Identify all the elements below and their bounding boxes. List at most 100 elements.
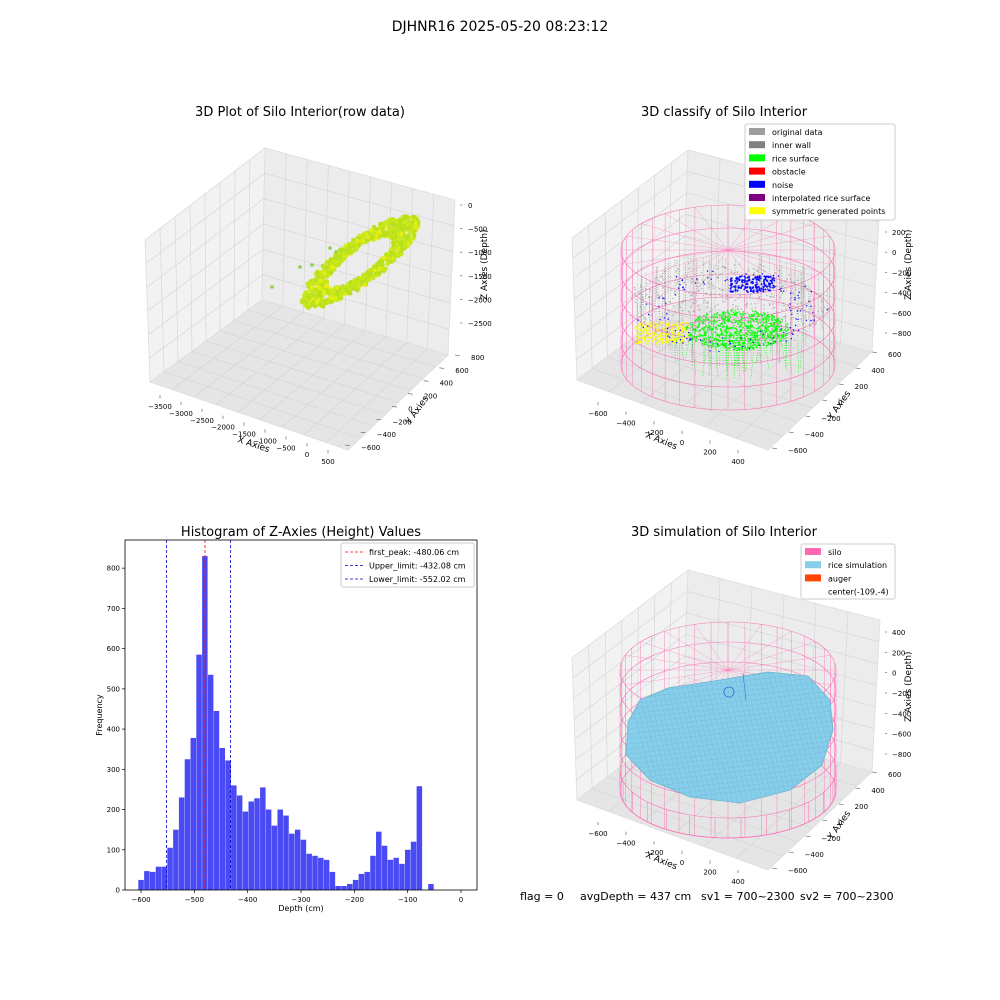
histogram-x-tick: −300	[291, 896, 310, 904]
histogram-bar	[173, 829, 179, 890]
panel-classify: 3D classify of Silo Interior −600 −400 −20…	[571, 105, 914, 466]
histogram-bar	[318, 857, 324, 890]
histogram-bar	[428, 883, 434, 890]
panel2-x-tick: −600	[588, 410, 607, 418]
histogram-x-tick: −400	[238, 896, 257, 904]
panel4-x-tick: 0	[680, 859, 684, 867]
histogram-x-label: Depth (cm)	[278, 904, 323, 913]
panel1-z-tick: 0	[468, 202, 472, 210]
histogram-y-tick: 800	[107, 565, 120, 573]
histogram-bar	[352, 879, 359, 890]
histogram-bar	[399, 863, 405, 890]
panel2-legend-label: inner wall	[772, 141, 811, 150]
panel2-y-tick: 400	[871, 367, 884, 375]
panel1-x-tick: −500	[276, 444, 295, 452]
panel4-silo-wireframe-front	[619, 770, 837, 839]
panel2-z-label: Z Axies (Depth)	[904, 229, 914, 300]
histogram-x-tick: −500	[185, 896, 204, 904]
panel1-x-tick: −3000	[169, 410, 193, 418]
histogram-bar	[155, 866, 162, 890]
panel2-classified-points	[629, 252, 830, 380]
panel2-x-tick: 200	[703, 448, 716, 456]
histogram-y-tick: 500	[107, 685, 120, 693]
panel1-title: 3D Plot of Silo Interior(row data)	[195, 105, 405, 120]
figure-suptitle: DJHNR16 2025-05-20 08:23:12	[392, 19, 609, 35]
panel2-x-tick: −200	[644, 429, 663, 437]
histogram-bar	[231, 785, 237, 890]
panel4-y-tick: 400	[871, 787, 884, 795]
histogram-bar	[242, 811, 249, 890]
footer-sv2: sv2 = 700~2300	[800, 890, 894, 903]
histogram-bar	[178, 797, 185, 890]
histogram-bar	[213, 710, 220, 890]
histogram-bar	[138, 879, 144, 890]
histogram-legend: first_peak: -480.06 cm Upper_limit: -432.…	[340, 542, 475, 588]
panel2-y-tick: −600	[788, 447, 807, 455]
panel3-title: Histogram of Z-Axies (Height) Values	[181, 525, 421, 540]
panel2-x-tick: 400	[731, 458, 744, 466]
center-marker	[742, 672, 747, 701]
panel1-x-tick: −2000	[211, 424, 235, 432]
panel2-z-tick: −200	[892, 269, 911, 277]
panel4-x-tick: −200	[644, 849, 663, 857]
panel2-legend-swatch	[749, 154, 765, 162]
panel-raw-data: 3D Plot of Silo Interior(row data) −3500…	[144, 105, 492, 466]
panel4-legend-label: center(-109,-4)	[828, 588, 889, 597]
panel1-x-tick: −2500	[190, 417, 214, 425]
histogram-y-tick: 100	[107, 846, 120, 854]
panel1-z-tick: −2000	[468, 296, 492, 304]
panel4-legend: silo rice simulation auger center(-109,-4)	[800, 543, 896, 600]
panel4-x-tick: −400	[616, 840, 635, 848]
panel1-z-tick: −2500	[468, 320, 492, 328]
histogram-y-ticks: 0 100 200 300 400 500 600 700 800	[107, 565, 125, 895]
histogram-x-ticks: −600 −500 −400 −300 −200 −100 0	[131, 890, 463, 904]
panel4-y-tick: −200	[821, 835, 840, 843]
panel2-legend-label: obstacle	[772, 168, 806, 177]
panel2-y-tick: −200	[821, 415, 840, 423]
panel4-z-tick: −800	[892, 751, 911, 759]
histogram-y-tick: 0	[116, 887, 120, 895]
panel4-y-tick: −600	[788, 867, 807, 875]
histogram-bar	[254, 798, 260, 890]
panel4-y-tick: −400	[805, 851, 824, 859]
histogram-bar	[289, 833, 295, 890]
histogram-bar	[260, 787, 266, 890]
panel4-legend-label: rice simulation	[828, 561, 887, 570]
panel2-x-tick: 0	[680, 439, 684, 447]
panel2-z-tick: 0	[892, 249, 896, 257]
panel2-legend-swatch	[749, 167, 765, 175]
histogram-bar	[347, 883, 353, 890]
histogram-bar	[376, 831, 382, 890]
panel1-z-tick: −1500	[468, 273, 492, 281]
panel1-x-tick: −1000	[253, 437, 277, 445]
auger-marker	[723, 686, 735, 698]
histogram-bar	[248, 801, 254, 890]
histogram-bar	[358, 873, 365, 890]
histogram-bars	[138, 556, 434, 890]
panel4-rice-surface	[625, 671, 834, 804]
panel4-y-tick: 0	[838, 819, 842, 827]
histogram-bar	[265, 809, 272, 890]
panel2-title: 3D classify of Silo Interior	[641, 105, 808, 120]
panel1-y-tick: 0	[408, 405, 412, 413]
panel4-x-tick: 400	[731, 878, 744, 886]
histogram-bar	[184, 759, 191, 890]
panel2-legend-label: interpolated rice surface	[772, 194, 870, 203]
histogram-bar	[219, 747, 225, 890]
histogram-y-tick: 300	[107, 766, 120, 774]
panel1-y-tick: 400	[440, 380, 453, 388]
panel4-x-tick: 200	[703, 868, 716, 876]
histogram-bar	[277, 809, 283, 890]
panel1-y-tick: −400	[377, 431, 396, 439]
panel1-point-cloud	[270, 214, 421, 310]
histogram-bar	[405, 849, 411, 890]
panel2-legend-label: rice surface	[772, 154, 819, 163]
panel2-y-tick: −400	[805, 431, 824, 439]
panel2-y-tick: 0	[838, 399, 842, 407]
histogram-y-label: Frequency	[95, 694, 104, 736]
panel4-z-tick: −200	[892, 690, 911, 698]
panel1-x-tick: 500	[321, 458, 334, 466]
panel4-z-tick: 400	[892, 629, 905, 637]
